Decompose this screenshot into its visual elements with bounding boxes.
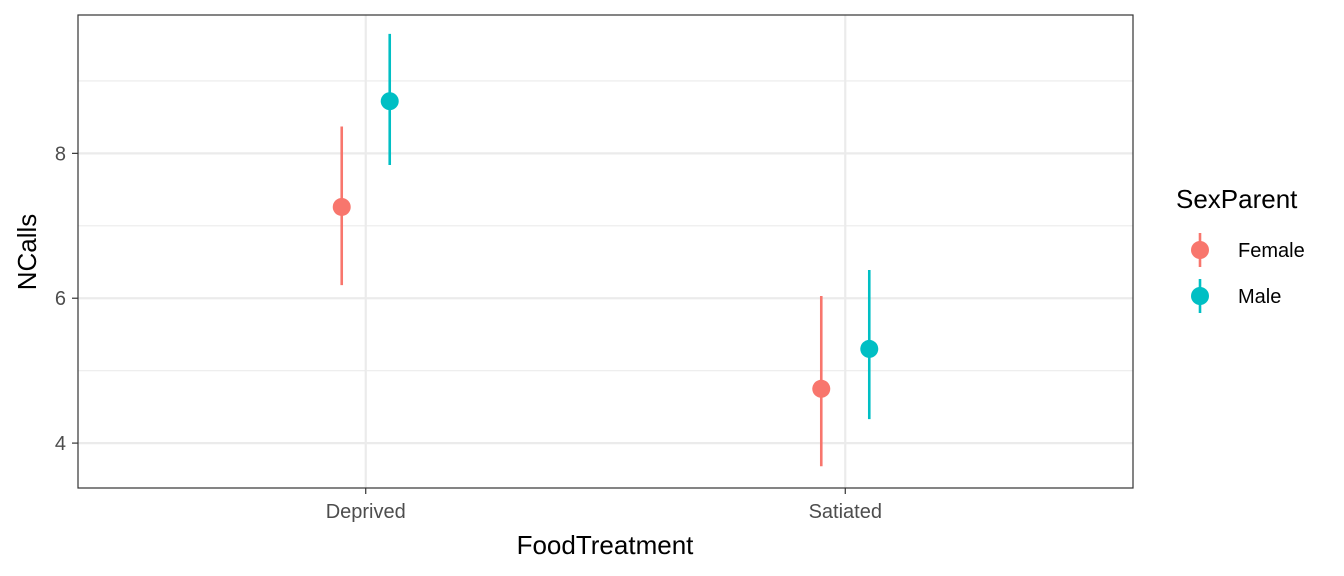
data-point: [860, 339, 879, 358]
x-tick-label: Deprived: [326, 501, 406, 523]
y-axis-title: NCalls: [12, 214, 42, 291]
legend-item: Female: [1191, 233, 1305, 267]
legend-label: Female: [1238, 240, 1305, 262]
legend-keys: Female Male: [1191, 233, 1305, 313]
axes: 4 6 8 Deprived Satiated: [55, 143, 882, 523]
data-point: [332, 197, 351, 216]
y-tick-label: 4: [55, 433, 66, 455]
data-point: [812, 379, 831, 398]
data-marks: [332, 33, 879, 467]
panel-border: [77, 14, 1134, 489]
legend-key-point: [1191, 287, 1209, 305]
legend-title: SexParent: [1176, 184, 1298, 214]
legend-item: Male: [1191, 279, 1281, 313]
x-tick-label: Satiated: [809, 501, 882, 523]
grid-lines: [78, 15, 1133, 488]
legend-label: Male: [1238, 286, 1281, 308]
x-axis-title: FoodTreatment: [517, 530, 695, 560]
y-tick-label: 6: [55, 288, 66, 310]
legend: SexParent Female Male: [1176, 184, 1305, 313]
legend-key-point: [1191, 241, 1209, 259]
y-tick-label: 8: [55, 143, 66, 165]
data-point: [380, 92, 399, 111]
